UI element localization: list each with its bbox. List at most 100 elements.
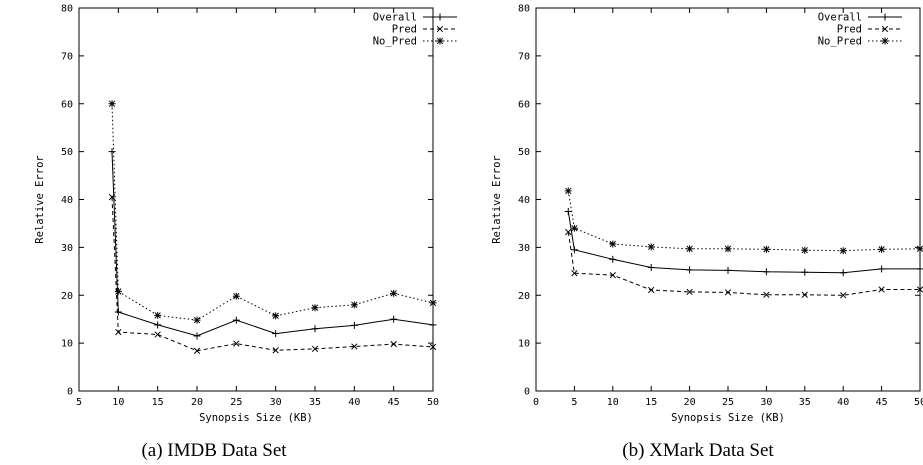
legend-marker-d2 (881, 25, 889, 33)
data-point-no-pred (390, 289, 398, 297)
y-tick-label: 20 (61, 291, 73, 302)
data-point-no-pred-d2 (916, 245, 923, 252)
y-tick-label: 10 (518, 339, 530, 350)
x-tick-label: 30 (760, 397, 772, 408)
data-point-no-pred-d2 (801, 247, 808, 254)
y-tick-label: 50 (518, 147, 530, 158)
data-point-no-pred (564, 187, 572, 195)
chart-0: 0 10 20 30 40 50 60 70 80 5 10 15 20 25 30 35 40 45 50 Syno… (34, 4, 457, 461)
data-point-no-pred-d2 (609, 240, 616, 248)
data-point-overall (878, 265, 886, 273)
data-point-overall (311, 325, 319, 333)
data-point-pred (801, 291, 808, 298)
data-point-overall (429, 321, 437, 329)
y-tick-label: 30 (61, 243, 73, 254)
x-tick-label: 25 (722, 397, 734, 408)
data-point-pred-d2 (801, 291, 808, 298)
y-tick-label: 50 (61, 147, 73, 158)
data-point-no-pred (878, 245, 886, 253)
data-point-no-pred (154, 311, 162, 319)
legend-marker (881, 25, 889, 33)
series-line-pred (567, 232, 920, 296)
data-point-pred (878, 286, 885, 293)
legend-marker-d2 (436, 25, 444, 33)
data-point-no-pred-d2 (390, 290, 397, 297)
x-tick-label: 35 (309, 397, 321, 408)
data-point-no-pred (108, 100, 116, 108)
legend-label: Overall (818, 12, 862, 24)
data-point-no-pred (801, 246, 809, 254)
x-axis-label: Synopsis Size (KB) (199, 412, 313, 424)
data-point-no-pred (193, 316, 201, 324)
x-tick-label: 10 (112, 397, 124, 408)
data-point-pred (840, 292, 847, 299)
data-point-no-pred (232, 292, 240, 300)
data-point-pred (609, 271, 616, 279)
data-point-no-pred-d2 (233, 293, 240, 300)
data-point-pred-d2 (916, 286, 923, 293)
x-tick-label: 15 (645, 397, 657, 408)
y-tick-label: 40 (61, 195, 73, 206)
x-tick-label: 45 (876, 397, 888, 408)
legend-marker-d2 (436, 37, 444, 45)
legend-marker-d2 (881, 37, 889, 45)
series-line-pred (111, 197, 434, 352)
legend-label: Pred (837, 24, 862, 36)
legend-marker (436, 25, 444, 33)
data-point-no-pred-d2 (571, 225, 578, 232)
data-point-no-pred (686, 245, 694, 253)
x-tick-label: 5 (571, 397, 577, 408)
data-point-no-pred (647, 243, 655, 251)
data-point-no-pred-d2 (686, 245, 693, 252)
legend-label: Pred (392, 24, 417, 36)
data-point-pred-d2 (763, 291, 770, 298)
data-point-no-pred-d2 (311, 304, 319, 311)
data-point-pred-d2 (609, 271, 616, 279)
data-point-overall (154, 321, 162, 329)
data-point-no-pred (272, 312, 280, 320)
x-tick-label: 35 (799, 397, 811, 408)
data-point-pred-d2 (272, 347, 279, 354)
x-tick-label: 40 (348, 397, 360, 408)
data-point-no-pred (570, 224, 578, 232)
figure-caption: (a) IMDB Data Set (141, 440, 287, 461)
data-point-pred-d2 (840, 292, 847, 299)
data-point-pred-d2 (193, 347, 201, 354)
data-point-pred-d2 (429, 343, 437, 351)
legend-label: No_Pred (373, 36, 417, 48)
data-point-overall (114, 308, 122, 316)
data-point-overall (916, 265, 923, 273)
data-point-no-pred (916, 245, 923, 253)
series-line-no-pred (567, 190, 921, 252)
y-tick-label: 70 (61, 51, 73, 62)
y-tick-label: 10 (61, 339, 73, 350)
data-point-no-pred (724, 245, 732, 253)
data-point-pred-d2 (878, 286, 885, 293)
x-tick-label: 5 (76, 397, 82, 408)
data-point-overall (609, 255, 617, 263)
data-point-pred (272, 347, 279, 354)
data-point-no-pred-d2 (272, 312, 279, 319)
data-point-overall (647, 263, 655, 271)
data-point-overall (272, 330, 280, 338)
data-point-pred (108, 193, 116, 201)
y-tick-label: 80 (518, 4, 530, 15)
data-point-overall (193, 332, 201, 340)
data-point-no-pred (609, 240, 617, 248)
legend-marker (881, 37, 889, 45)
data-point-no-pred-d2 (565, 187, 572, 195)
data-point-overall (108, 148, 116, 156)
data-point-pred-d2 (686, 288, 693, 296)
data-point-pred-d2 (390, 340, 397, 348)
data-point-pred (648, 286, 655, 294)
plot-frame (535, 7, 921, 392)
x-tick-label: 30 (270, 397, 282, 408)
x-tick-label: 25 (230, 397, 242, 408)
y-tick-label: 0 (67, 387, 73, 398)
data-point-pred-d2 (724, 289, 732, 296)
x-tick-label: 40 (837, 397, 849, 408)
data-point-overall (801, 268, 809, 276)
data-point-no-pred-d2 (840, 247, 847, 254)
y-tick-label: 30 (518, 243, 530, 254)
legend-marker (436, 37, 444, 45)
